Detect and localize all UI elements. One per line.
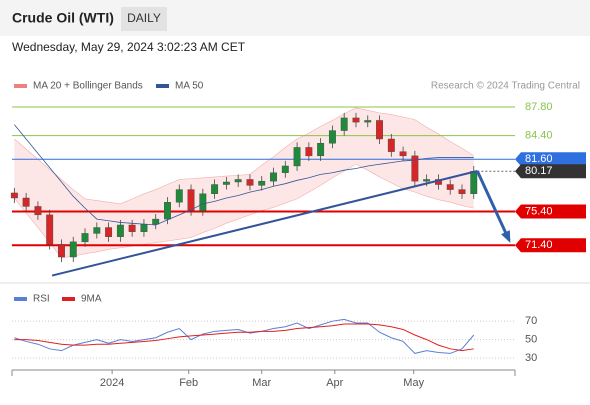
- candle-body: [234, 179, 242, 183]
- level-label: 87.80: [525, 101, 553, 113]
- candle-body: [376, 120, 383, 140]
- candle-body: [199, 193, 207, 211]
- candle-body: [128, 224, 136, 232]
- candle-body: [293, 147, 301, 167]
- legend-swatch: [14, 297, 27, 301]
- level-box: [515, 152, 586, 167]
- legend-label: MA 20 + Bollinger Bands: [33, 81, 143, 92]
- candle-body: [305, 147, 313, 157]
- candle-body: [446, 184, 454, 190]
- candle-body: [364, 120, 372, 123]
- x-tick-label: May: [403, 377, 424, 389]
- candle-body: [222, 181, 230, 185]
- timeframe-box: [121, 7, 167, 31]
- y-tick-label: 50: [525, 334, 537, 346]
- timeframe: DAILY: [127, 11, 161, 25]
- candle-body: [175, 189, 183, 203]
- candle-body: [411, 155, 419, 182]
- candle-body: [387, 138, 395, 152]
- candle-body: [340, 117, 348, 131]
- candle-body: [140, 223, 148, 232]
- level-label: 75.40: [525, 205, 553, 217]
- candle-body: [46, 214, 54, 245]
- candle-body: [317, 143, 325, 157]
- x-tick-label: Mar: [252, 377, 271, 389]
- title: Crude Oil (WTI): [12, 10, 114, 26]
- level-label: 80.17: [525, 165, 553, 177]
- level-label: 84.40: [525, 130, 553, 142]
- trendline: [51, 170, 478, 277]
- legend-label: 9MA: [81, 294, 102, 305]
- candle-body: [164, 202, 171, 220]
- x-tick-label: Feb: [179, 377, 198, 389]
- candle-body: [10, 192, 18, 199]
- series-line: [14, 323, 474, 352]
- credit: Research © 2024 Trading Central: [431, 81, 580, 92]
- candle-body: [470, 171, 478, 194]
- candle-body: [352, 117, 360, 123]
- header-bar: [0, 0, 590, 36]
- candle-body: [58, 244, 65, 258]
- candle-body: [152, 218, 160, 225]
- candle-body: [105, 227, 113, 237]
- candle-body: [211, 184, 219, 194]
- datetime: Wednesday, May 29, 2024 3:02:23 AM CET: [12, 40, 246, 54]
- series-line: [14, 318, 475, 354]
- level-box: [515, 164, 586, 179]
- x-tick-label: Apr: [326, 377, 343, 389]
- y-tick-label: 70: [525, 315, 537, 327]
- candle-body: [399, 151, 407, 157]
- legend-label: MA 50: [175, 81, 204, 92]
- y-tick-label: 30: [525, 352, 537, 364]
- candle-body: [328, 130, 336, 144]
- candle-body: [258, 180, 266, 186]
- candle-body: [93, 227, 101, 234]
- candle-body: [81, 233, 89, 243]
- level-label: 81.60: [525, 153, 553, 165]
- bollinger-line: [14, 163, 474, 259]
- bollinger-fill: [14, 107, 474, 258]
- forecast-arrowhead: [501, 230, 511, 243]
- level-label: 71.40: [525, 239, 553, 251]
- candle-body: [270, 172, 277, 182]
- candle-body: [423, 179, 431, 182]
- candle-body: [281, 165, 289, 173]
- legend-swatch: [14, 84, 27, 88]
- candle-body: [246, 179, 254, 186]
- level-box: [515, 238, 586, 253]
- candle-body: [69, 241, 77, 258]
- candle-body: [22, 197, 30, 207]
- forecast-arrow: [475, 170, 511, 241]
- legend-label: RSI: [33, 294, 50, 305]
- legend-swatch: [156, 84, 169, 88]
- legend-swatch: [62, 297, 75, 301]
- candle-body: [458, 189, 466, 194]
- ma50-line: [14, 124, 474, 226]
- candle-body: [34, 206, 42, 216]
- x-tick-label: 2024: [100, 377, 124, 389]
- candle-body: [116, 224, 124, 237]
- bollinger-line: [14, 107, 474, 205]
- level-box: [515, 204, 586, 219]
- candle-body: [187, 189, 195, 211]
